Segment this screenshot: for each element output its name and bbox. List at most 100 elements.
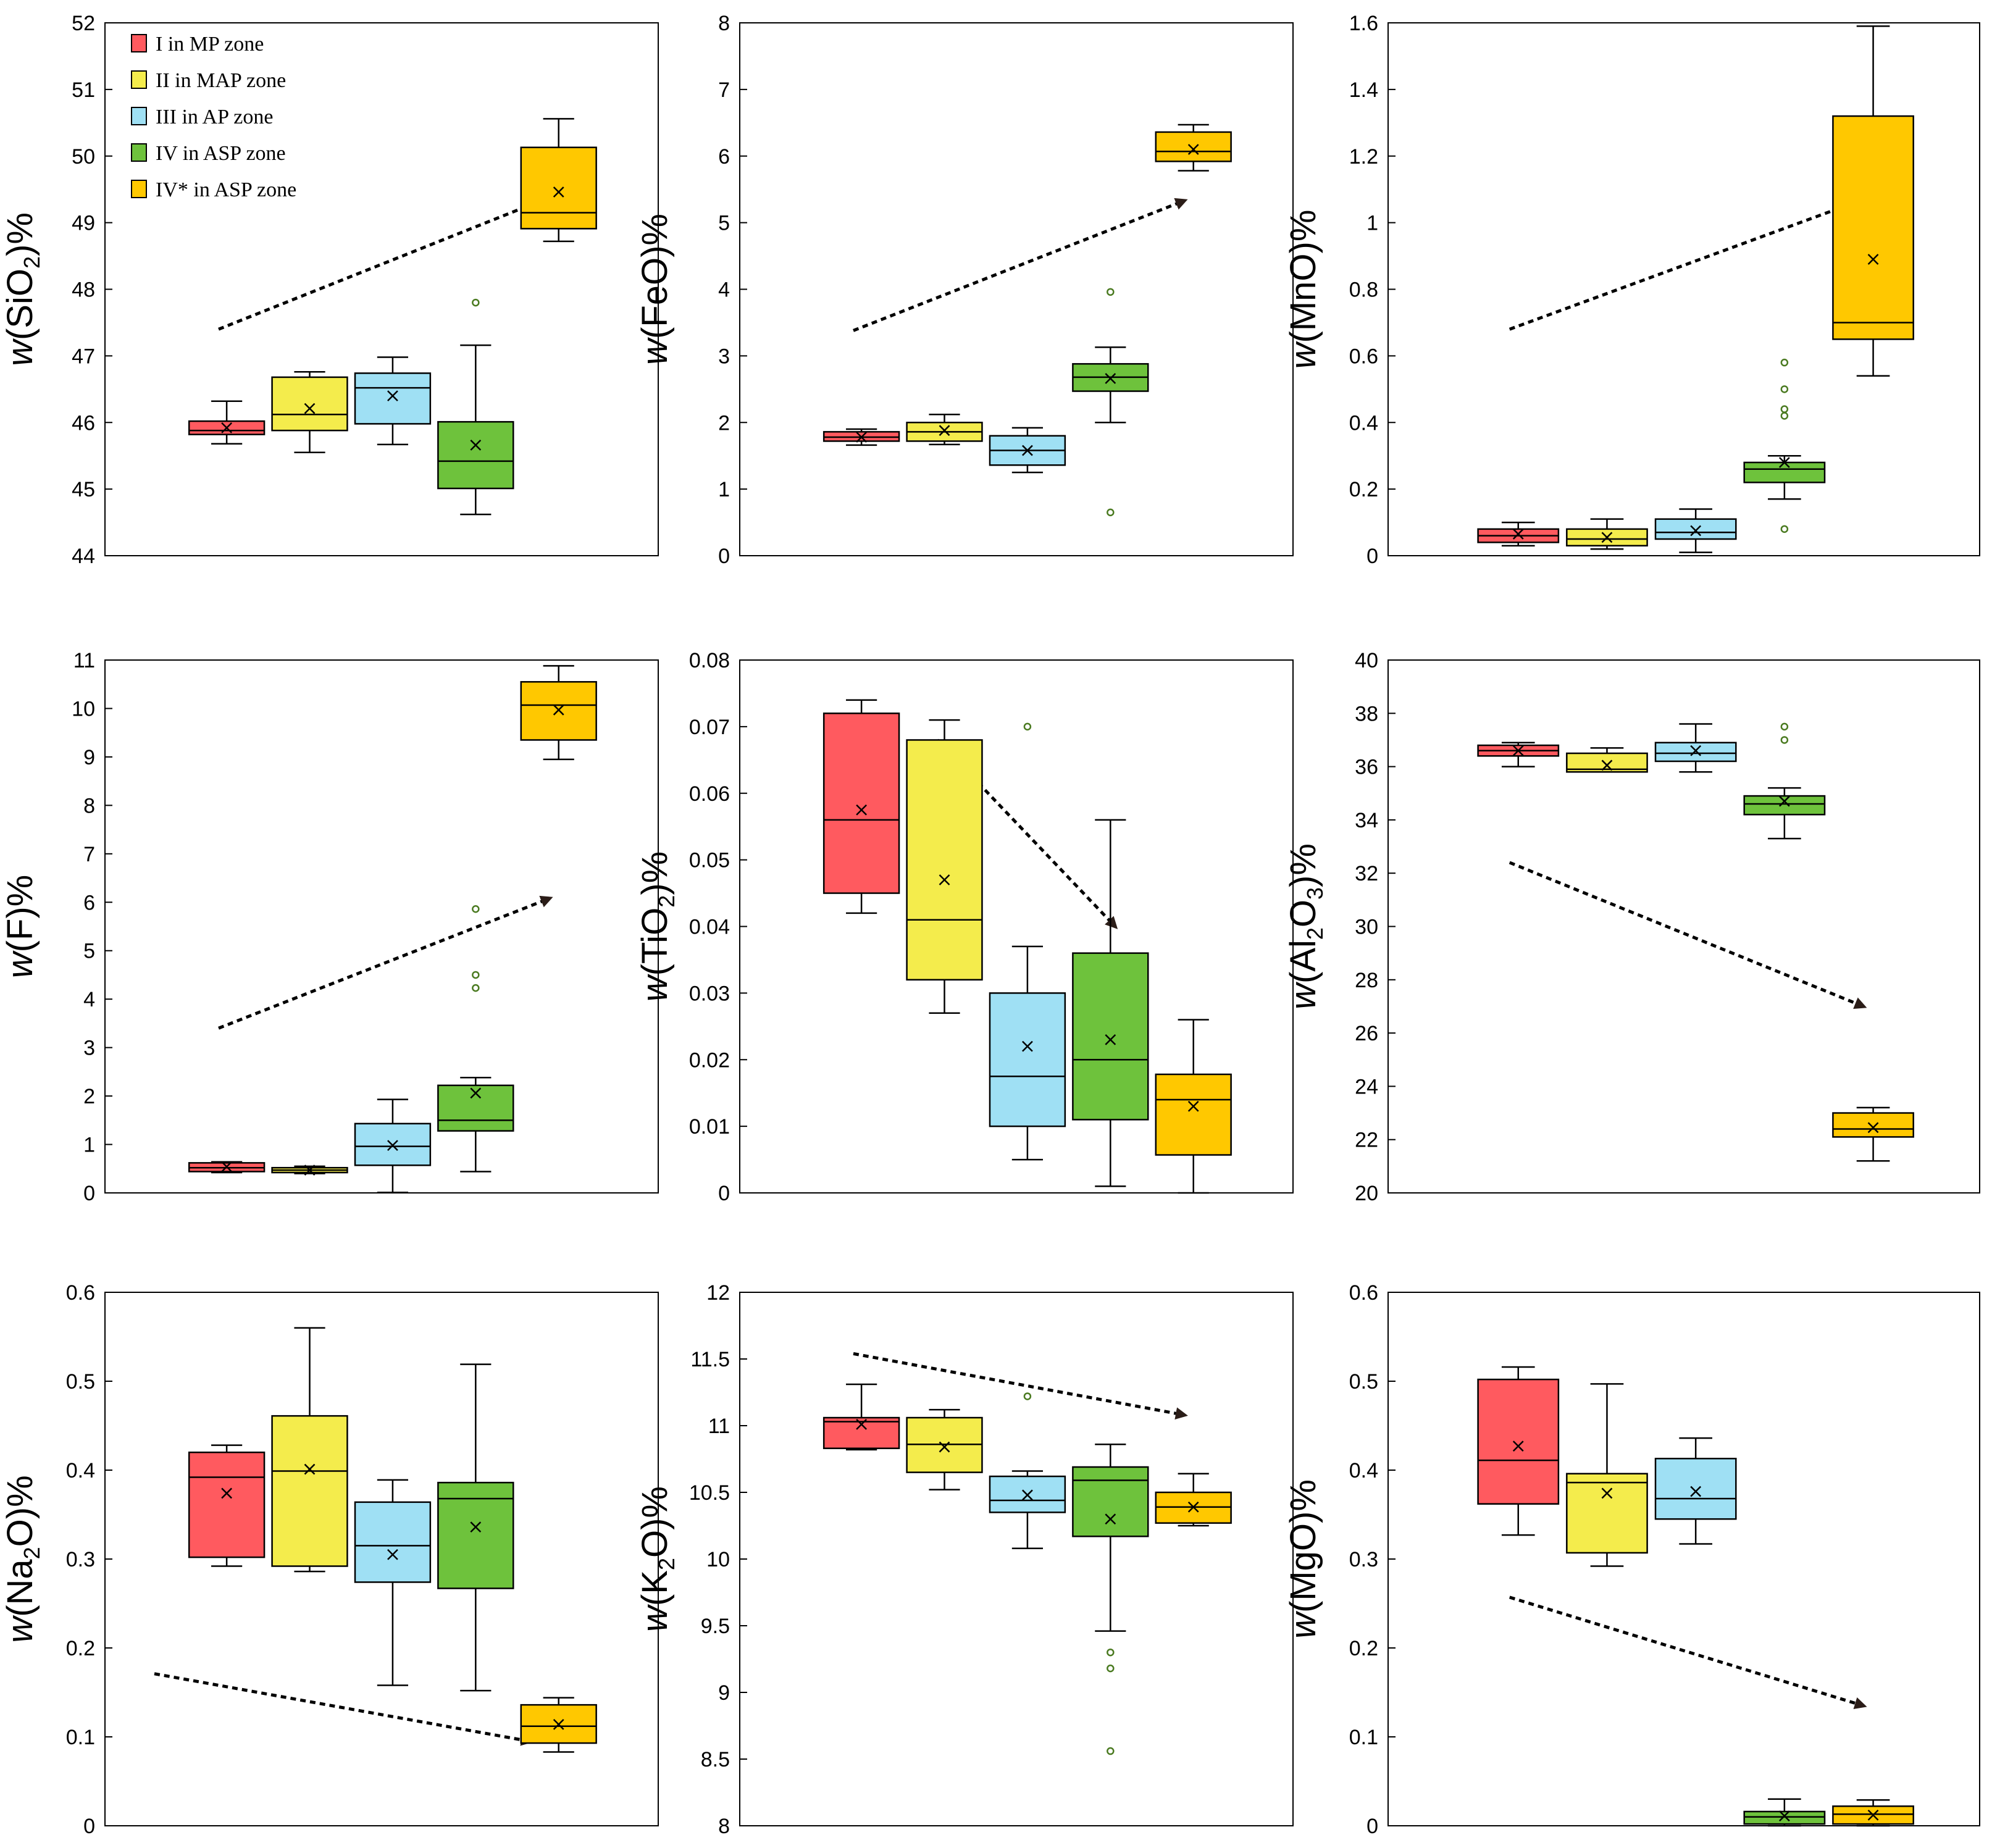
y-tick-label: 0 [1366,545,1378,568]
box-3 [1654,723,1737,773]
box-4 [437,1363,514,1692]
mean-marker [1867,1809,1879,1821]
y-tick-label: 0.05 [689,849,730,872]
box-1 [1477,1366,1560,1536]
y-tick-label: 0 [718,545,730,568]
iqr-box [1072,952,1149,1121]
y-tick-label: 34 [1355,809,1378,832]
legend-item-5: IV* in ASP zone [131,178,296,201]
legend-label: I in MP zone [156,33,264,56]
outlier-point [1780,358,1789,367]
y-tick-label: 46 [72,411,95,435]
outlier-point [1780,736,1789,744]
iqr-box [271,376,348,432]
legend-swatch [131,34,147,52]
y-tick-label: 1.4 [1349,78,1378,102]
panel-tio2: 0 0.01 0.02 0.03 0.04 0.05 0.06 0.07 0.08 w(TiO2)… [635,649,1294,1205]
box-3 [989,722,1066,1161]
mean-marker [470,440,482,451]
mean-marker [1022,445,1033,456]
iqr-box [1477,1378,1560,1505]
mean-marker [387,1549,398,1560]
y-tick-label: 0.03 [689,982,730,1005]
legend-item-4: IV in ASP zone [131,142,286,165]
box-2 [906,1408,983,1491]
y-tick-label: 5 [718,212,730,235]
mean-marker [553,186,564,198]
y-tick-label: 11 [73,649,95,672]
y-tick-label: 2 [718,411,730,435]
y-tick-label: 9 [83,746,95,769]
outlier-point [472,905,480,913]
mean-marker [470,1521,482,1533]
y-tick-label: 50 [72,145,95,169]
box-5 [520,1697,597,1753]
mean-marker [387,390,398,401]
iqr-box [989,1475,1066,1513]
mean-marker [1187,144,1199,155]
y-tick-label: 0.1 [1349,1726,1378,1749]
mean-marker [1187,1501,1199,1513]
outlier-point [472,971,480,979]
panel-na2o: 0 0.1 0.2 0.3 0.4 0.5 0.6 w(Na2O)% [0,1281,659,1838]
mean-marker [1690,525,1702,537]
y-tick-label: 11.5 [690,1348,730,1371]
trend-arrow [218,194,553,331]
y-tick-label: 1 [1366,212,1378,235]
y-tick-label: 4 [83,988,95,1011]
outlier-point [1780,412,1789,420]
panel-mgo: 0 0.1 0.2 0.3 0.4 0.5 0.6 w(MgO)% [1283,1281,1980,1838]
box-5 [520,665,597,761]
y-axis-label: w(FeO)% [635,214,675,365]
legend: I in MP zone II in MAP zone III in AP zone… [131,33,296,201]
y-tick-label: 9.5 [701,1615,730,1638]
y-tick-label: 10 [72,697,95,721]
y-axis-label: w(MnO)% [1283,210,1323,369]
mean-marker [1512,745,1524,756]
y-axis-label: w(MgO)% [1283,1479,1323,1639]
mean-marker [221,1487,233,1499]
mean-marker [387,1140,398,1151]
outlier-point [1023,722,1032,731]
iqr-box [1654,1458,1737,1520]
mean-marker [1105,1034,1116,1045]
box-4 [1743,1798,1826,1827]
outlier-point [1107,508,1115,517]
box-4 [1743,722,1826,840]
y-tick-label: 8 [83,794,95,817]
mean-marker [1867,254,1879,265]
y-tick-label: 1 [83,1134,95,1157]
mean-marker [1512,1440,1524,1452]
mean-marker [939,425,950,437]
y-tick-label: 1 [718,478,730,501]
y-tick-label: 6 [718,145,730,169]
mean-marker [856,432,868,443]
y-tick-label: 10 [706,1548,730,1571]
iqr-box [354,372,432,425]
mean-marker [1022,1489,1033,1501]
iqr-box [1743,461,1826,483]
box-1 [188,1161,266,1174]
iqr-box [1072,1466,1149,1537]
outlier-point [1780,405,1789,413]
box-4 [1743,358,1826,533]
y-tick-label: 4 [718,278,730,302]
mean-marker [1778,1810,1790,1822]
y-tick-label: 47 [72,345,95,368]
y-axis-label: w(F)% [0,875,40,979]
y-tick-label: 0.07 [689,716,730,739]
legend-swatch [131,107,147,125]
y-tick-label: 3 [83,1037,95,1060]
trend-arrow [154,1672,534,1746]
y-tick-label: 9 [718,1681,730,1705]
box-2 [271,1164,348,1176]
mean-marker [1512,529,1524,540]
trend-arrow [1509,1595,1867,1710]
outlier-point [1107,288,1115,296]
mean-marker [553,1718,564,1730]
y-tick-label: 1.2 [1349,145,1378,169]
y-tick-label: 28 [1355,969,1378,992]
iqr-box [437,1481,514,1589]
y-tick-label: 0.1 [66,1726,95,1749]
